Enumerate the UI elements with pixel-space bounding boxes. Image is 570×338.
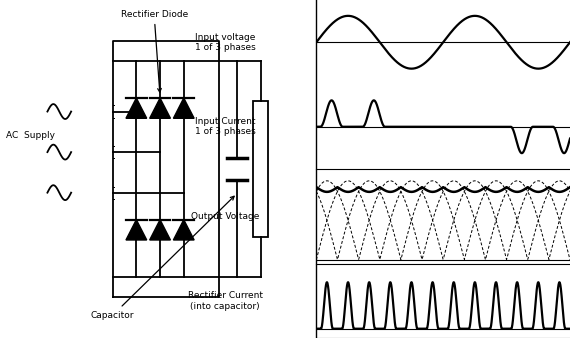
Text: AC  Supply: AC Supply <box>6 131 55 140</box>
Text: Rectifier Diode: Rectifier Diode <box>120 10 188 92</box>
Polygon shape <box>173 220 194 240</box>
Polygon shape <box>126 220 146 240</box>
Text: Capacitor: Capacitor <box>91 196 234 320</box>
Polygon shape <box>150 98 170 118</box>
Polygon shape <box>126 98 146 118</box>
Text: Output Voltage: Output Voltage <box>191 212 259 221</box>
Text: Input Current
1 of 3 phases: Input Current 1 of 3 phases <box>195 117 255 137</box>
Polygon shape <box>173 98 194 118</box>
Text: Input voltage
1 of 3 phases: Input voltage 1 of 3 phases <box>195 32 255 52</box>
Polygon shape <box>150 220 170 240</box>
Text: Rectifier Current
(into capacitor): Rectifier Current (into capacitor) <box>188 291 263 311</box>
Bar <box>254 101 268 237</box>
